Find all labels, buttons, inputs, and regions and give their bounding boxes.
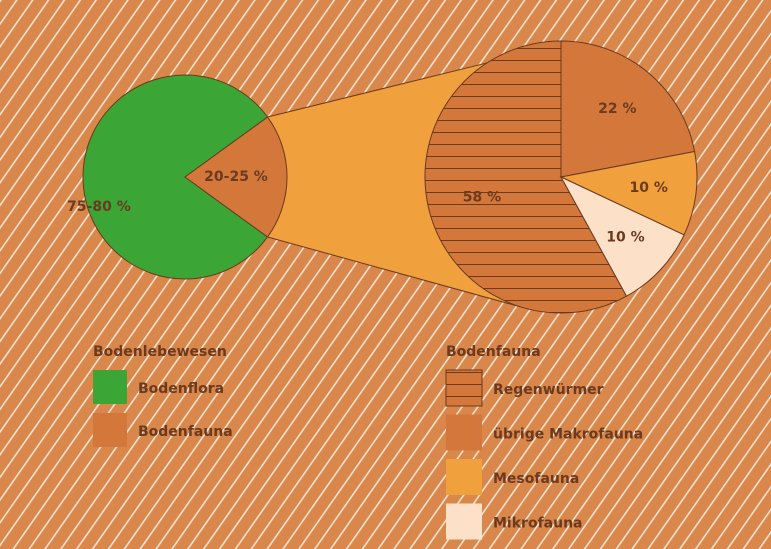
pie-slice [560,40,696,178]
slice-label: 58 % [463,189,501,205]
slice-label: 20-25 % [204,169,268,185]
legend-swatch [446,414,482,451]
legend-swatch [445,369,483,407]
legend-swatch [446,459,482,495]
legend-label: Mikrofauna [493,516,582,532]
legend-swatch [446,503,482,540]
legend-title: Bodenfauna [446,344,541,360]
legend-label: Bodenflora [138,381,224,397]
slice-label: 22 % [598,101,636,117]
pie-slice [559,150,698,236]
legend-label: Mesofauna [493,471,579,487]
legend-swatch [93,413,127,447]
slice-label: 10 % [606,230,644,246]
pie-slice [184,116,288,238]
pie-slice [82,74,269,280]
legend-swatch [93,370,127,404]
pie-slice [559,175,685,297]
pie-slice [424,40,628,314]
slice-label: 10 % [630,180,668,196]
slice-label: 75-80 % [67,199,131,215]
legend-label: übrige Makrofauna [493,427,643,443]
legend-label: Regenwürmer [493,382,604,398]
legend-label: Bodenfauna [138,424,233,440]
legend-title: Bodenlebewesen [93,344,227,360]
